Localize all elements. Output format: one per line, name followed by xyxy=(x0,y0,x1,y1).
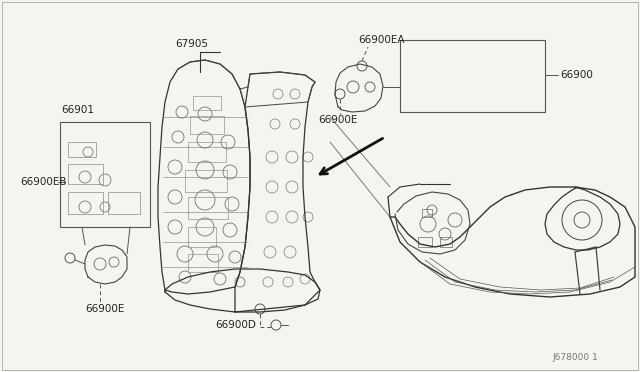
Bar xyxy=(193,96,221,110)
Text: J678000 1: J678000 1 xyxy=(552,353,598,362)
Bar xyxy=(68,164,103,184)
Bar xyxy=(422,209,432,217)
Text: 67905: 67905 xyxy=(175,39,208,49)
Bar xyxy=(440,237,452,247)
Bar xyxy=(68,192,103,214)
Bar xyxy=(188,142,226,162)
Text: 66900EA: 66900EA xyxy=(358,35,404,45)
Bar xyxy=(400,40,545,112)
Text: 66901: 66901 xyxy=(61,105,95,115)
Text: 66900E: 66900E xyxy=(85,304,124,314)
Text: 66900: 66900 xyxy=(560,70,593,80)
Bar xyxy=(108,192,140,214)
Bar xyxy=(188,197,228,219)
Bar xyxy=(185,170,227,192)
Text: 66900D: 66900D xyxy=(215,320,256,330)
Bar xyxy=(188,227,216,247)
Bar xyxy=(418,237,432,247)
Bar xyxy=(190,116,224,134)
Text: 66900EB: 66900EB xyxy=(20,177,67,187)
Bar xyxy=(188,254,218,272)
Bar xyxy=(60,122,150,227)
Bar xyxy=(68,142,96,157)
Text: 66900E: 66900E xyxy=(318,115,357,125)
